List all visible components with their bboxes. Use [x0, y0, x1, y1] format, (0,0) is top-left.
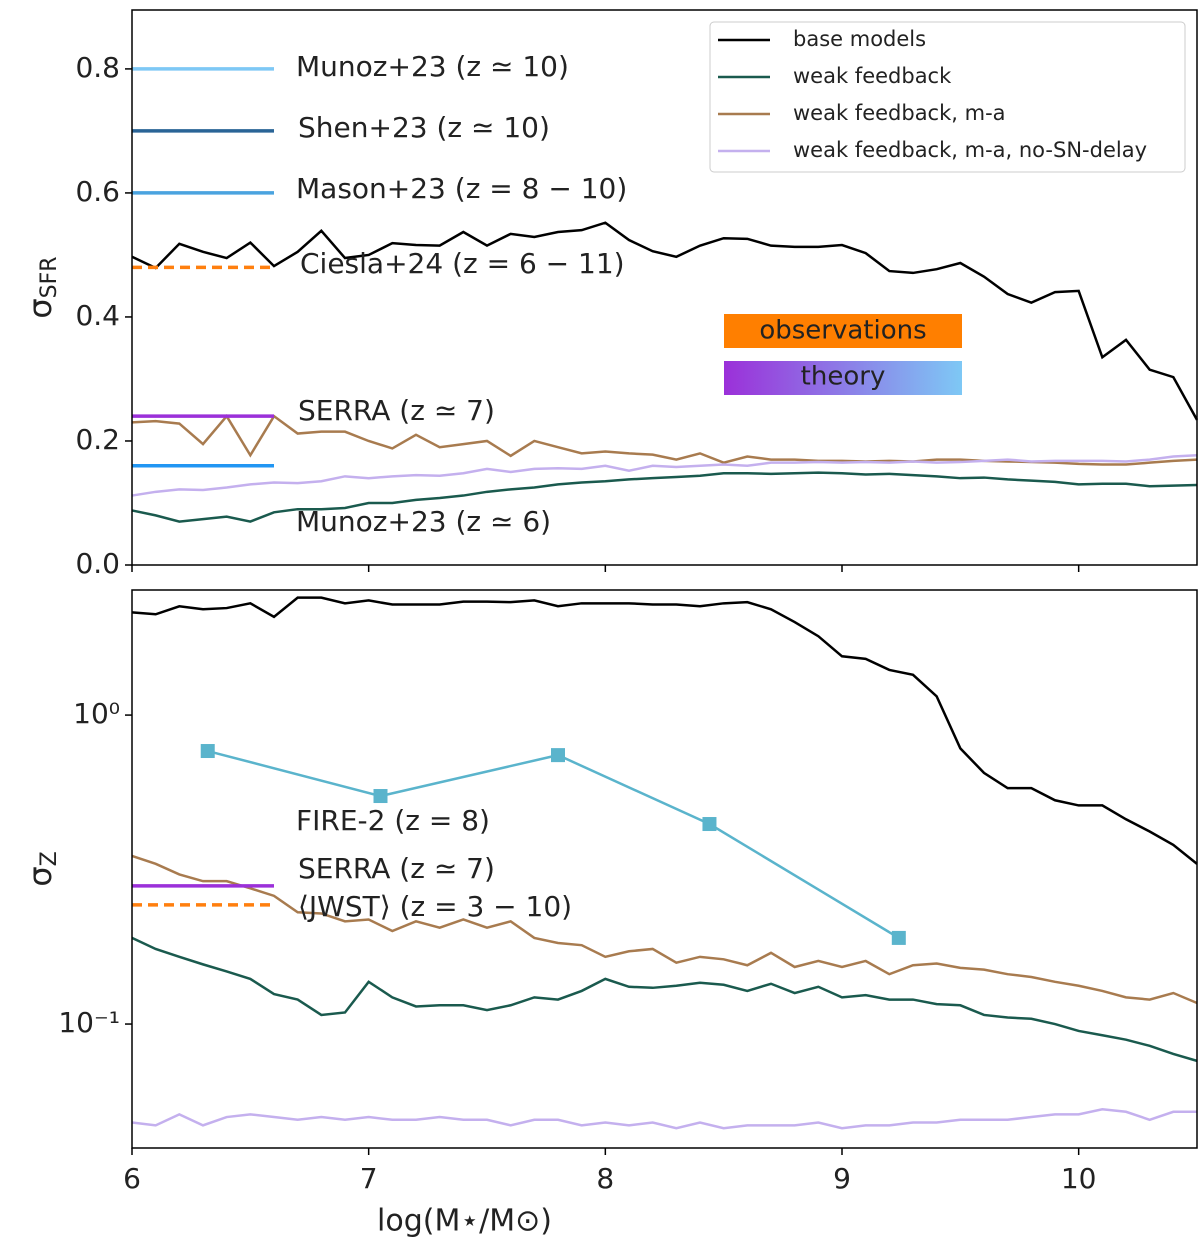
reference-label: SERRA (z ≃ 7)	[298, 394, 495, 427]
theory-label: theory	[801, 362, 886, 392]
point-marker	[373, 789, 388, 804]
x-tick-label: 7	[360, 1162, 378, 1195]
y-tick-label: 0.4	[75, 299, 120, 332]
legend-label: weak feedback, m-a, no-SN-delay	[793, 138, 1147, 162]
x-tick-label: 8	[596, 1162, 614, 1195]
reference-label: Ciesla+24 (z = 6 − 11)	[300, 247, 625, 280]
axes-frame	[131, 9, 1198, 566]
points-label: FIRE-2 (z = 8)	[296, 804, 490, 837]
x-tick-label: 6	[123, 1162, 141, 1195]
reference-label: Shen+23 (z ≃ 10)	[298, 111, 550, 144]
y-tick-label: 0.8	[75, 51, 120, 84]
series-line	[131, 1107, 1197, 1130]
reference-label: ⟨JWST⟩ (z = 3 − 10)	[298, 890, 572, 923]
legend-label: base models	[793, 27, 926, 51]
y-tick-label: 0.6	[75, 175, 120, 208]
series-line	[131, 596, 1198, 865]
point-marker	[200, 744, 215, 759]
point-marker	[551, 748, 565, 763]
legend-label: weak feedback	[793, 64, 952, 88]
y-label-subscript: Z	[37, 851, 62, 866]
reference-label: SERRA (z ≃ 7)	[298, 852, 495, 885]
point-marker	[702, 817, 717, 832]
point-marker	[891, 930, 906, 945]
observations-box	[724, 314, 962, 348]
theory-box	[724, 361, 962, 395]
x-tick-label: 10	[1061, 1162, 1097, 1195]
reference-label: Mason+23 (z = 8 − 10)	[296, 172, 627, 205]
legend-label: weak feedback, m-a	[793, 101, 1006, 125]
y-tick-label: 0.0	[75, 547, 120, 580]
series-line	[131, 414, 1198, 466]
y-tick-label: 0.2	[75, 423, 120, 456]
reference-label: Munoz+23 (z ≃ 6)	[296, 505, 551, 538]
x-axis-label: log(M⋆/M⊙)	[377, 1204, 552, 1239]
y-tick-label: 10⁰	[73, 697, 120, 730]
axes-frame	[131, 589, 1198, 1149]
y-tick-label: 10⁻¹	[58, 1006, 120, 1039]
series-line	[131, 471, 1198, 523]
observations-label: observations	[759, 316, 926, 346]
legend-box	[709, 21, 1186, 173]
series-line	[131, 221, 1199, 421]
y-axis-label: σZ	[21, 851, 62, 886]
reference-label: Munoz+23 (z ≃ 10)	[296, 50, 569, 83]
y-label-symbol: σ	[21, 866, 59, 886]
y-axis-label: σSFR	[21, 256, 62, 318]
series-line	[131, 453, 1198, 497]
y-label-symbol: σ	[21, 298, 59, 318]
x-tick-label: 9	[833, 1162, 851, 1195]
series-line	[131, 936, 1198, 1063]
series-line	[131, 854, 1198, 1005]
y-label-subscript: SFR	[37, 256, 62, 298]
